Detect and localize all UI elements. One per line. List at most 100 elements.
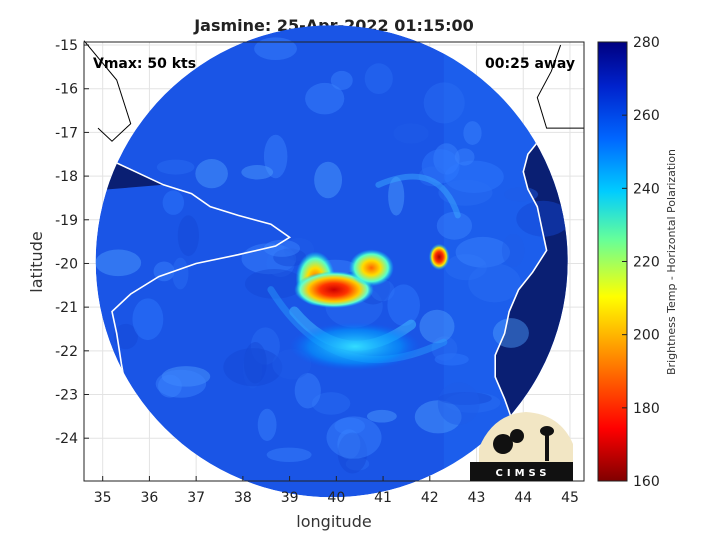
texture-blob (195, 158, 228, 189)
texture-blob (161, 366, 211, 387)
colorbar-tick-label: 240 (633, 181, 660, 197)
feature-cold-arc-east (348, 249, 394, 287)
y-tick-label: -22 (55, 344, 78, 360)
texture-blob (436, 211, 473, 240)
texture-blob (132, 298, 164, 341)
texture-blob (438, 392, 492, 405)
y-axis-ticks: -15 -16 -17 -18 -19 -20 -21 -22 -23 -24 (55, 38, 89, 447)
texture-blob (172, 257, 189, 290)
texture-blob (454, 148, 475, 166)
y-tick-label: -20 (55, 256, 78, 272)
colorbar-label: Brightness Temp - Horizontal Polarizatio… (665, 149, 678, 375)
cloud-band-north (375, 173, 461, 219)
texture-blob (155, 369, 207, 398)
texture-blob (423, 82, 465, 124)
plot-frame (83, 41, 585, 482)
logo-text: CIMSS (496, 468, 551, 479)
texture-blob (294, 373, 321, 409)
texture-blob (421, 149, 460, 184)
texture-blob (431, 336, 458, 361)
logo-tank-icon (540, 426, 554, 436)
texture-blob (337, 429, 361, 460)
texture-blob (273, 248, 307, 267)
colorbar-tick-label: 260 (633, 108, 660, 124)
texture-blob (326, 416, 382, 459)
texture-blob (501, 233, 525, 268)
colorbar-tick-label: 200 (633, 328, 660, 344)
texture-blob (345, 457, 370, 471)
texture-blob (437, 382, 480, 426)
cimss-logo: CIMSS (470, 412, 573, 481)
texture-blob (314, 161, 343, 199)
texture-blob (254, 37, 297, 61)
texture-blob (156, 159, 195, 175)
colorbar-tick-label: 180 (633, 401, 660, 417)
texture-blob (366, 409, 397, 423)
texture-blob (311, 392, 351, 415)
texture-blob (445, 392, 501, 413)
x-tick-label: 41 (374, 490, 392, 506)
texture-blob (330, 70, 353, 91)
y-tick-label: -17 (55, 125, 78, 141)
texture-blob (241, 165, 274, 180)
texture-blob (393, 123, 429, 144)
x-tick-label: 36 (141, 490, 159, 506)
texture-blob (257, 408, 277, 441)
texture-blob (445, 254, 487, 281)
y-axis-label: latitude (27, 231, 46, 292)
logo-tower-icon (545, 431, 549, 461)
texture-blob (468, 263, 521, 303)
y-tick-label: -15 (55, 38, 78, 54)
colorbar-tick-label: 160 (633, 474, 660, 490)
x-tick-label: 42 (421, 490, 439, 506)
texture-blob (177, 215, 200, 257)
x-tick-label: 43 (468, 490, 486, 506)
feature-cold-core (294, 271, 374, 309)
texture-blob (337, 432, 368, 474)
x-tick-label: 35 (94, 490, 112, 506)
texture-blob (433, 143, 460, 175)
texture-blob (113, 323, 138, 350)
feature-rainband-south (289, 322, 421, 371)
x-tick-label: 39 (281, 490, 299, 506)
x-axis-ticks: 35 36 37 38 39 40 41 42 43 44 45 (94, 476, 579, 506)
texture-blob (244, 268, 304, 299)
y-tick-label: -18 (55, 169, 78, 185)
texture-blob (388, 176, 405, 216)
texture-blob (364, 63, 393, 95)
texture-blob (263, 239, 301, 257)
texture-blob (250, 327, 280, 365)
texture-blob (455, 236, 511, 268)
texture-blob (414, 400, 462, 434)
texture-blob (242, 346, 263, 389)
y-tick-label: -23 (55, 388, 78, 404)
texture-blob (266, 447, 312, 463)
x-tick-label: 40 (327, 490, 345, 506)
x-tick-label: 45 (561, 490, 579, 506)
y-tick-label: -19 (55, 213, 78, 229)
colorbar-tick-label: 280 (633, 35, 660, 51)
land-mask-east (495, 25, 568, 478)
texture-blob (305, 82, 345, 115)
coastline-outer-east (536, 44, 584, 129)
vmax-annotation: Vmax: 50 kts (93, 56, 196, 72)
texture-blob (223, 348, 283, 387)
colorbar-tick-label: 220 (633, 255, 660, 271)
logo-band (470, 462, 573, 481)
y-tick-label: -24 (55, 431, 78, 447)
time-away-annotation: 00:25 away (485, 56, 575, 72)
texture-blob (463, 121, 482, 145)
y-tick-label: -21 (55, 300, 78, 316)
texture-blob (334, 417, 366, 435)
texture-blob (492, 318, 529, 348)
texture-blob (266, 249, 295, 278)
texture-blob (158, 374, 182, 398)
colorbar-ticks: 280 260 240 220 200 180 160 (622, 35, 660, 490)
coastline-outer-west (83, 40, 132, 142)
texture-blob (516, 200, 568, 237)
texture-blob (162, 190, 185, 215)
texture-blob (263, 134, 288, 179)
texture-blob (387, 284, 420, 326)
texture-blob (243, 342, 267, 384)
